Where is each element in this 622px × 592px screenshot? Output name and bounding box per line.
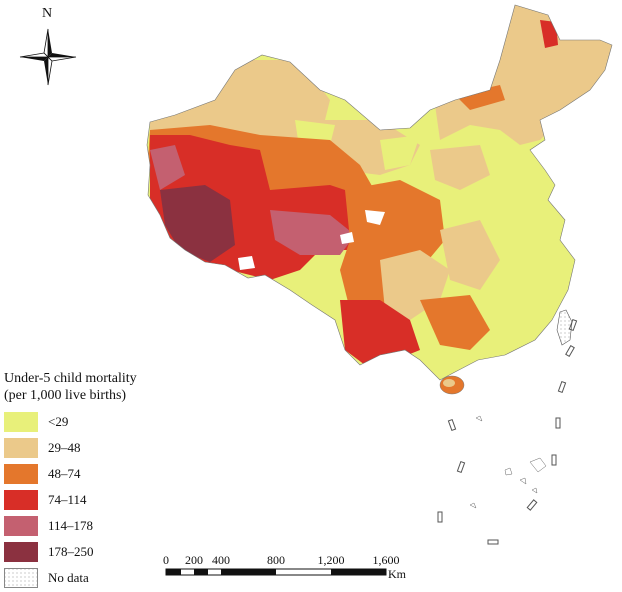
- region-north-central: [430, 145, 490, 190]
- region-guangxi: [420, 295, 490, 350]
- legend-item: 178–250: [4, 540, 94, 564]
- legend-item: 48–74: [4, 462, 94, 486]
- scale-tick-label: 1,200: [317, 553, 345, 567]
- legend-swatch: [4, 490, 38, 510]
- legend-swatch: [4, 542, 38, 562]
- region-no-data-west: [238, 256, 255, 270]
- scale-unit: Km: [388, 567, 406, 581]
- legend-title-line2: (per 1,000 live births): [4, 388, 127, 403]
- legend-item: 74–114: [4, 488, 94, 512]
- legend-swatch: [4, 464, 38, 484]
- legend-item: 29–48: [4, 436, 94, 460]
- scale-tick-label: 1,600: [372, 553, 400, 567]
- scale-bar: [165, 568, 387, 576]
- legend-item: <29: [4, 410, 94, 434]
- region-yunnan: [340, 300, 420, 365]
- legend-title-line1: Under-5 child mortality: [4, 371, 137, 386]
- legend-label: 178–250: [48, 544, 94, 559]
- north-arrow-compass-icon: [19, 28, 77, 86]
- legend-swatch: [4, 516, 38, 536]
- legend-label: <29: [48, 414, 69, 429]
- region-ngari: [150, 145, 185, 190]
- sea-islands: [469, 415, 547, 509]
- legend-label: 48–74: [48, 466, 81, 481]
- region-northeast: [430, 5, 612, 145]
- taiwan-no-data: [556, 309, 573, 346]
- scale-tick-label: 400: [212, 553, 230, 567]
- region-central: [440, 220, 500, 290]
- legend-swatch: [4, 412, 38, 432]
- region-no-data-center: [340, 232, 354, 244]
- legend-label: 74–114: [48, 492, 87, 507]
- region-nm-belt: [455, 85, 505, 110]
- scale-bar-labels: 0 200 400 800 1,200 1,600: [160, 553, 410, 567]
- region-qinghai-pink: [270, 210, 355, 255]
- legend-title: Under-5 child mortality (per 1,000 live …: [4, 370, 137, 404]
- legend-swatch: [4, 438, 38, 458]
- north-label: N: [42, 6, 53, 21]
- scale-tick-label: 200: [185, 553, 203, 567]
- scale-tick-label: 800: [267, 553, 285, 567]
- region-ningxia: [380, 135, 420, 170]
- legend-swatch-no-data: [4, 568, 38, 588]
- hainan-inner: [443, 379, 455, 387]
- legend-label: 29–48: [48, 440, 81, 455]
- legend-item-no-data: No data: [4, 566, 94, 590]
- legend-label-no-data: No data: [48, 570, 89, 585]
- legend: <29 29–48 48–74 74–114 114–178 178–250 N…: [4, 410, 94, 592]
- region-west-tibet-high: [160, 185, 235, 262]
- legend-item: 114–178: [4, 514, 94, 538]
- region-no-data-lake: [365, 210, 385, 225]
- south-china-sea-boundary: [437, 318, 578, 545]
- legend-label: 114–178: [48, 518, 94, 533]
- scale-tick-label: 0: [163, 553, 169, 567]
- china-border: [146, 4, 613, 381]
